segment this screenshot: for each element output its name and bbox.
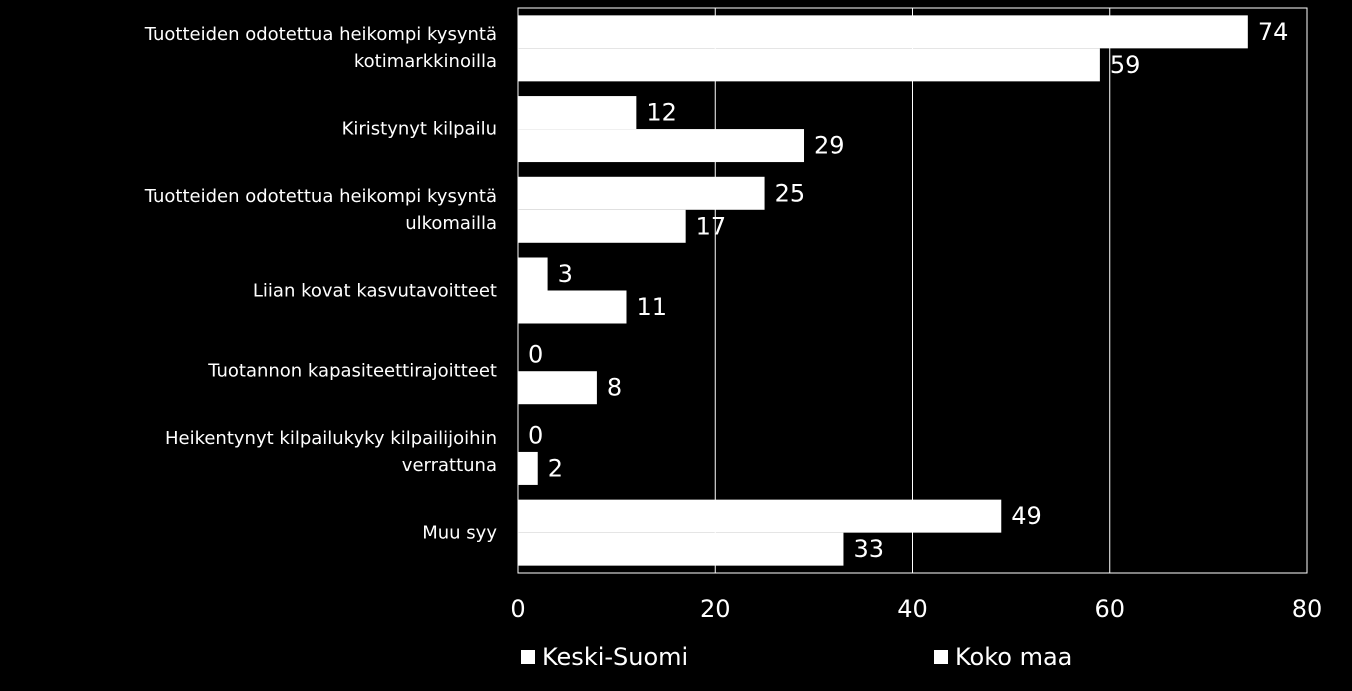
y-tick-label: Tuotteiden odotettua heikompi kysyntä ul… bbox=[144, 185, 497, 234]
legend-label: Koko maa bbox=[955, 643, 1072, 671]
bar bbox=[518, 209, 686, 243]
value-label: 3 bbox=[558, 260, 573, 288]
bar bbox=[518, 499, 1002, 533]
value-label: 0 bbox=[528, 421, 543, 449]
value-label: 17 bbox=[696, 212, 727, 240]
value-label: 11 bbox=[636, 293, 667, 321]
y-tick-label: Muu syy bbox=[422, 522, 497, 544]
y-tick-label: Tuotannon kapasiteettirajoitteet bbox=[208, 360, 497, 382]
bar bbox=[518, 371, 597, 405]
legend-swatch bbox=[521, 650, 535, 664]
value-label: 2 bbox=[548, 454, 563, 482]
bar bbox=[518, 290, 627, 324]
x-tick-label: 60 bbox=[1094, 595, 1125, 623]
value-label: 29 bbox=[814, 132, 845, 160]
legend-label: Keski-Suomi bbox=[542, 643, 688, 671]
value-label: 49 bbox=[1011, 502, 1042, 530]
value-label: 25 bbox=[775, 179, 806, 207]
bar bbox=[518, 451, 538, 485]
x-tick-label: 40 bbox=[897, 595, 928, 623]
bar bbox=[518, 15, 1248, 49]
bar bbox=[518, 96, 637, 130]
y-tick-label: Heikentynyt kilpailukyky kilpailijoihin … bbox=[164, 427, 497, 476]
bar bbox=[518, 48, 1100, 82]
bar bbox=[518, 532, 844, 566]
legend-swatch bbox=[934, 650, 948, 664]
value-label: 33 bbox=[853, 535, 884, 563]
value-label: 8 bbox=[607, 374, 622, 402]
x-tick-label: 20 bbox=[700, 595, 731, 623]
bar bbox=[518, 176, 765, 210]
x-tick-label: 0 bbox=[510, 595, 525, 623]
value-label: 59 bbox=[1110, 51, 1141, 79]
x-tick-label: 80 bbox=[1292, 595, 1323, 623]
y-tick-label: Tuotteiden odotettua heikompi kysyntä ko… bbox=[144, 24, 497, 73]
value-label: 12 bbox=[646, 99, 677, 127]
bar bbox=[518, 129, 805, 163]
bar bbox=[518, 257, 548, 291]
y-tick-label: Liian kovat kasvutavoitteet bbox=[252, 280, 497, 301]
y-tick-label: Kiristynyt kilpailu bbox=[341, 118, 497, 140]
value-label: 0 bbox=[528, 341, 543, 369]
value-label: 74 bbox=[1258, 18, 1289, 46]
